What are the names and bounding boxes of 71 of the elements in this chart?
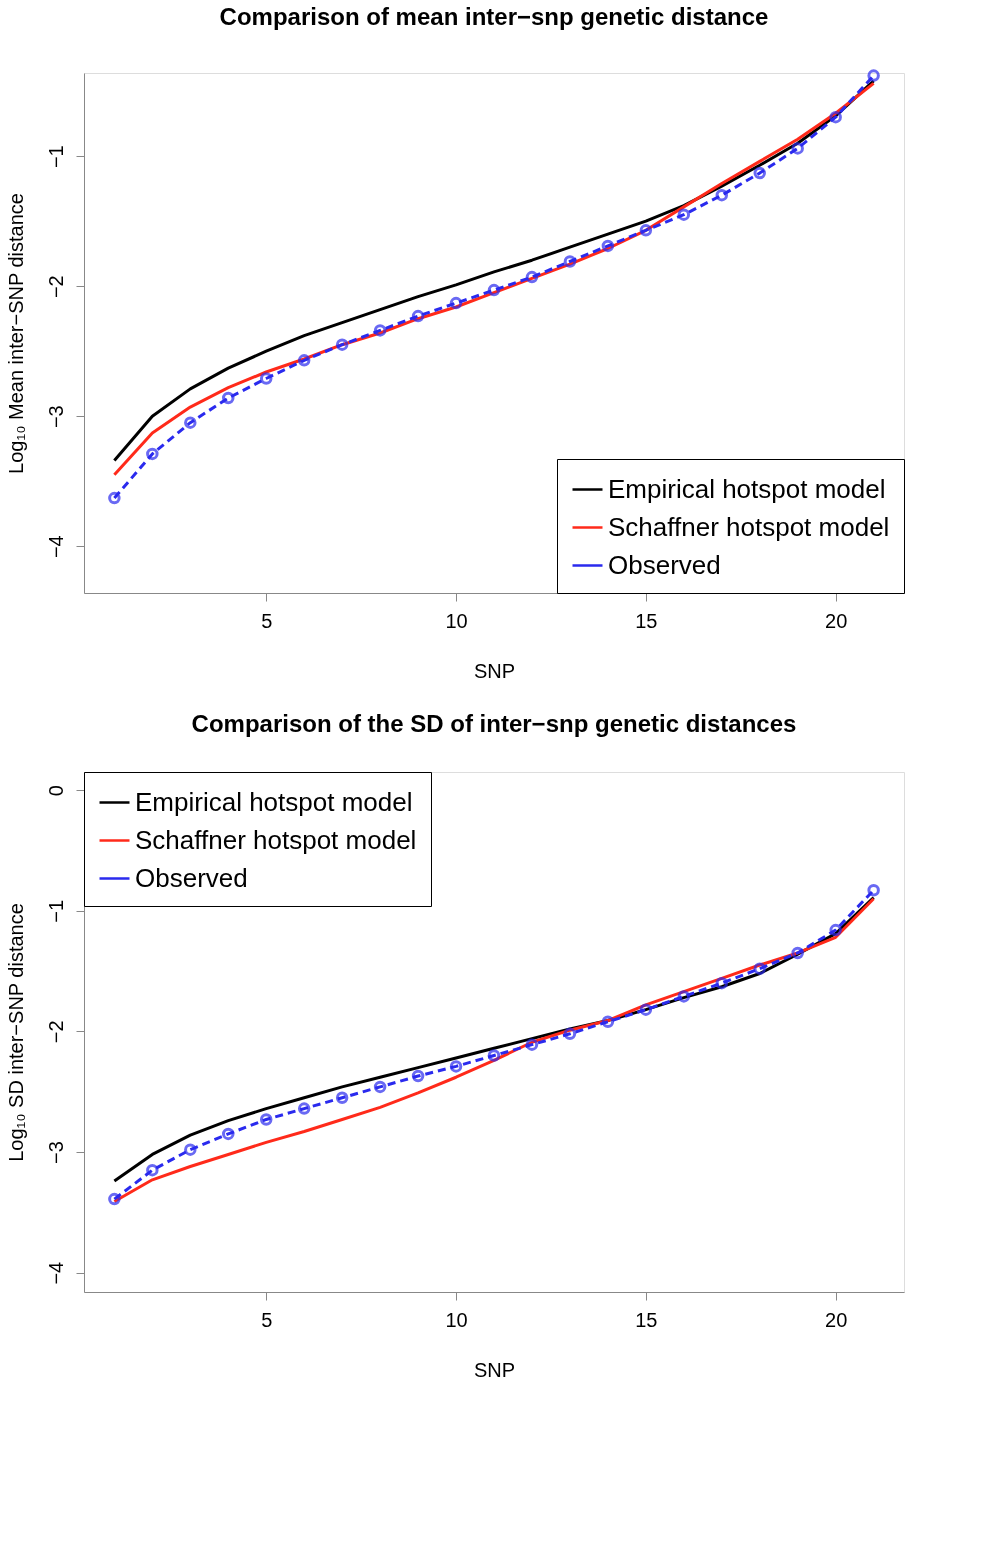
y-tick-label: 0	[44, 785, 67, 797]
point	[146, 1163, 159, 1177]
legend-label: Schaffner hotspot model	[608, 511, 890, 542]
point	[753, 962, 766, 975]
point	[487, 1049, 501, 1062]
legend-label: Schaffner hotspot model	[135, 824, 417, 855]
chart-title: Comparison of mean inter−snp genetic distance	[219, 2, 769, 30]
y-tick-label: −4	[44, 1261, 67, 1285]
point	[373, 324, 387, 337]
point	[449, 1060, 463, 1073]
x-tick-label: 15	[635, 1308, 658, 1331]
point	[639, 224, 653, 237]
x-tick-label: 10	[445, 609, 468, 632]
point	[487, 283, 501, 297]
point	[791, 142, 804, 155]
x-axis-title: SNP	[473, 1358, 516, 1381]
point	[146, 447, 159, 461]
point	[297, 354, 311, 367]
point	[867, 69, 880, 82]
point	[829, 110, 842, 124]
x-tick-label: 15	[635, 609, 658, 632]
legend-label: Observed	[135, 862, 248, 893]
point	[335, 338, 349, 351]
point	[601, 1015, 615, 1028]
point	[449, 296, 463, 310]
point	[297, 1102, 311, 1115]
x-tick-label: 20	[825, 609, 848, 632]
point	[335, 1091, 349, 1104]
point	[373, 1080, 387, 1094]
y-tick-label: −4	[44, 535, 67, 559]
point	[563, 255, 577, 268]
x-axis-title: SNP	[473, 659, 516, 682]
point	[677, 208, 691, 221]
legend-label: Empirical hotspot model	[135, 786, 413, 817]
x-tick-label: 20	[825, 1308, 848, 1331]
point	[411, 309, 425, 323]
y-tick-label: −2	[44, 1020, 67, 1044]
point	[525, 1038, 539, 1051]
point	[601, 239, 615, 253]
point	[222, 1127, 235, 1141]
point	[791, 946, 804, 960]
point	[829, 923, 842, 937]
point	[525, 270, 539, 284]
y-tick-label: −1	[44, 145, 67, 169]
y-axis-title: Log₁₀ SD inter−SNP distance	[4, 903, 27, 1162]
y-tick-label: −2	[44, 275, 67, 299]
point	[222, 391, 235, 405]
point	[715, 976, 729, 990]
legend-label: Observed	[608, 549, 721, 580]
point	[753, 166, 766, 180]
point	[867, 884, 880, 897]
x-tick-label: 5	[261, 609, 273, 632]
point	[184, 1143, 197, 1156]
y-tick-label: −3	[44, 405, 67, 429]
point	[411, 1069, 425, 1083]
chart-title: Comparison of the SD of inter−snp genetic distances	[191, 709, 797, 737]
point	[259, 1113, 273, 1126]
point	[259, 372, 273, 385]
x-tick-label: 5	[261, 1308, 273, 1331]
point	[108, 1192, 121, 1206]
point	[715, 188, 729, 202]
point	[639, 1003, 653, 1016]
point	[677, 990, 691, 1003]
point	[108, 491, 121, 505]
y-axis-title: Log₁₀ Mean inter−SNP distance	[4, 193, 27, 474]
y-tick-label: −3	[44, 1141, 67, 1164]
point	[563, 1027, 577, 1041]
legend-label: Empirical hotspot model	[608, 473, 886, 504]
x-tick-label: 10	[445, 1308, 468, 1331]
point	[184, 416, 197, 429]
y-tick-label: −1	[44, 899, 67, 923]
